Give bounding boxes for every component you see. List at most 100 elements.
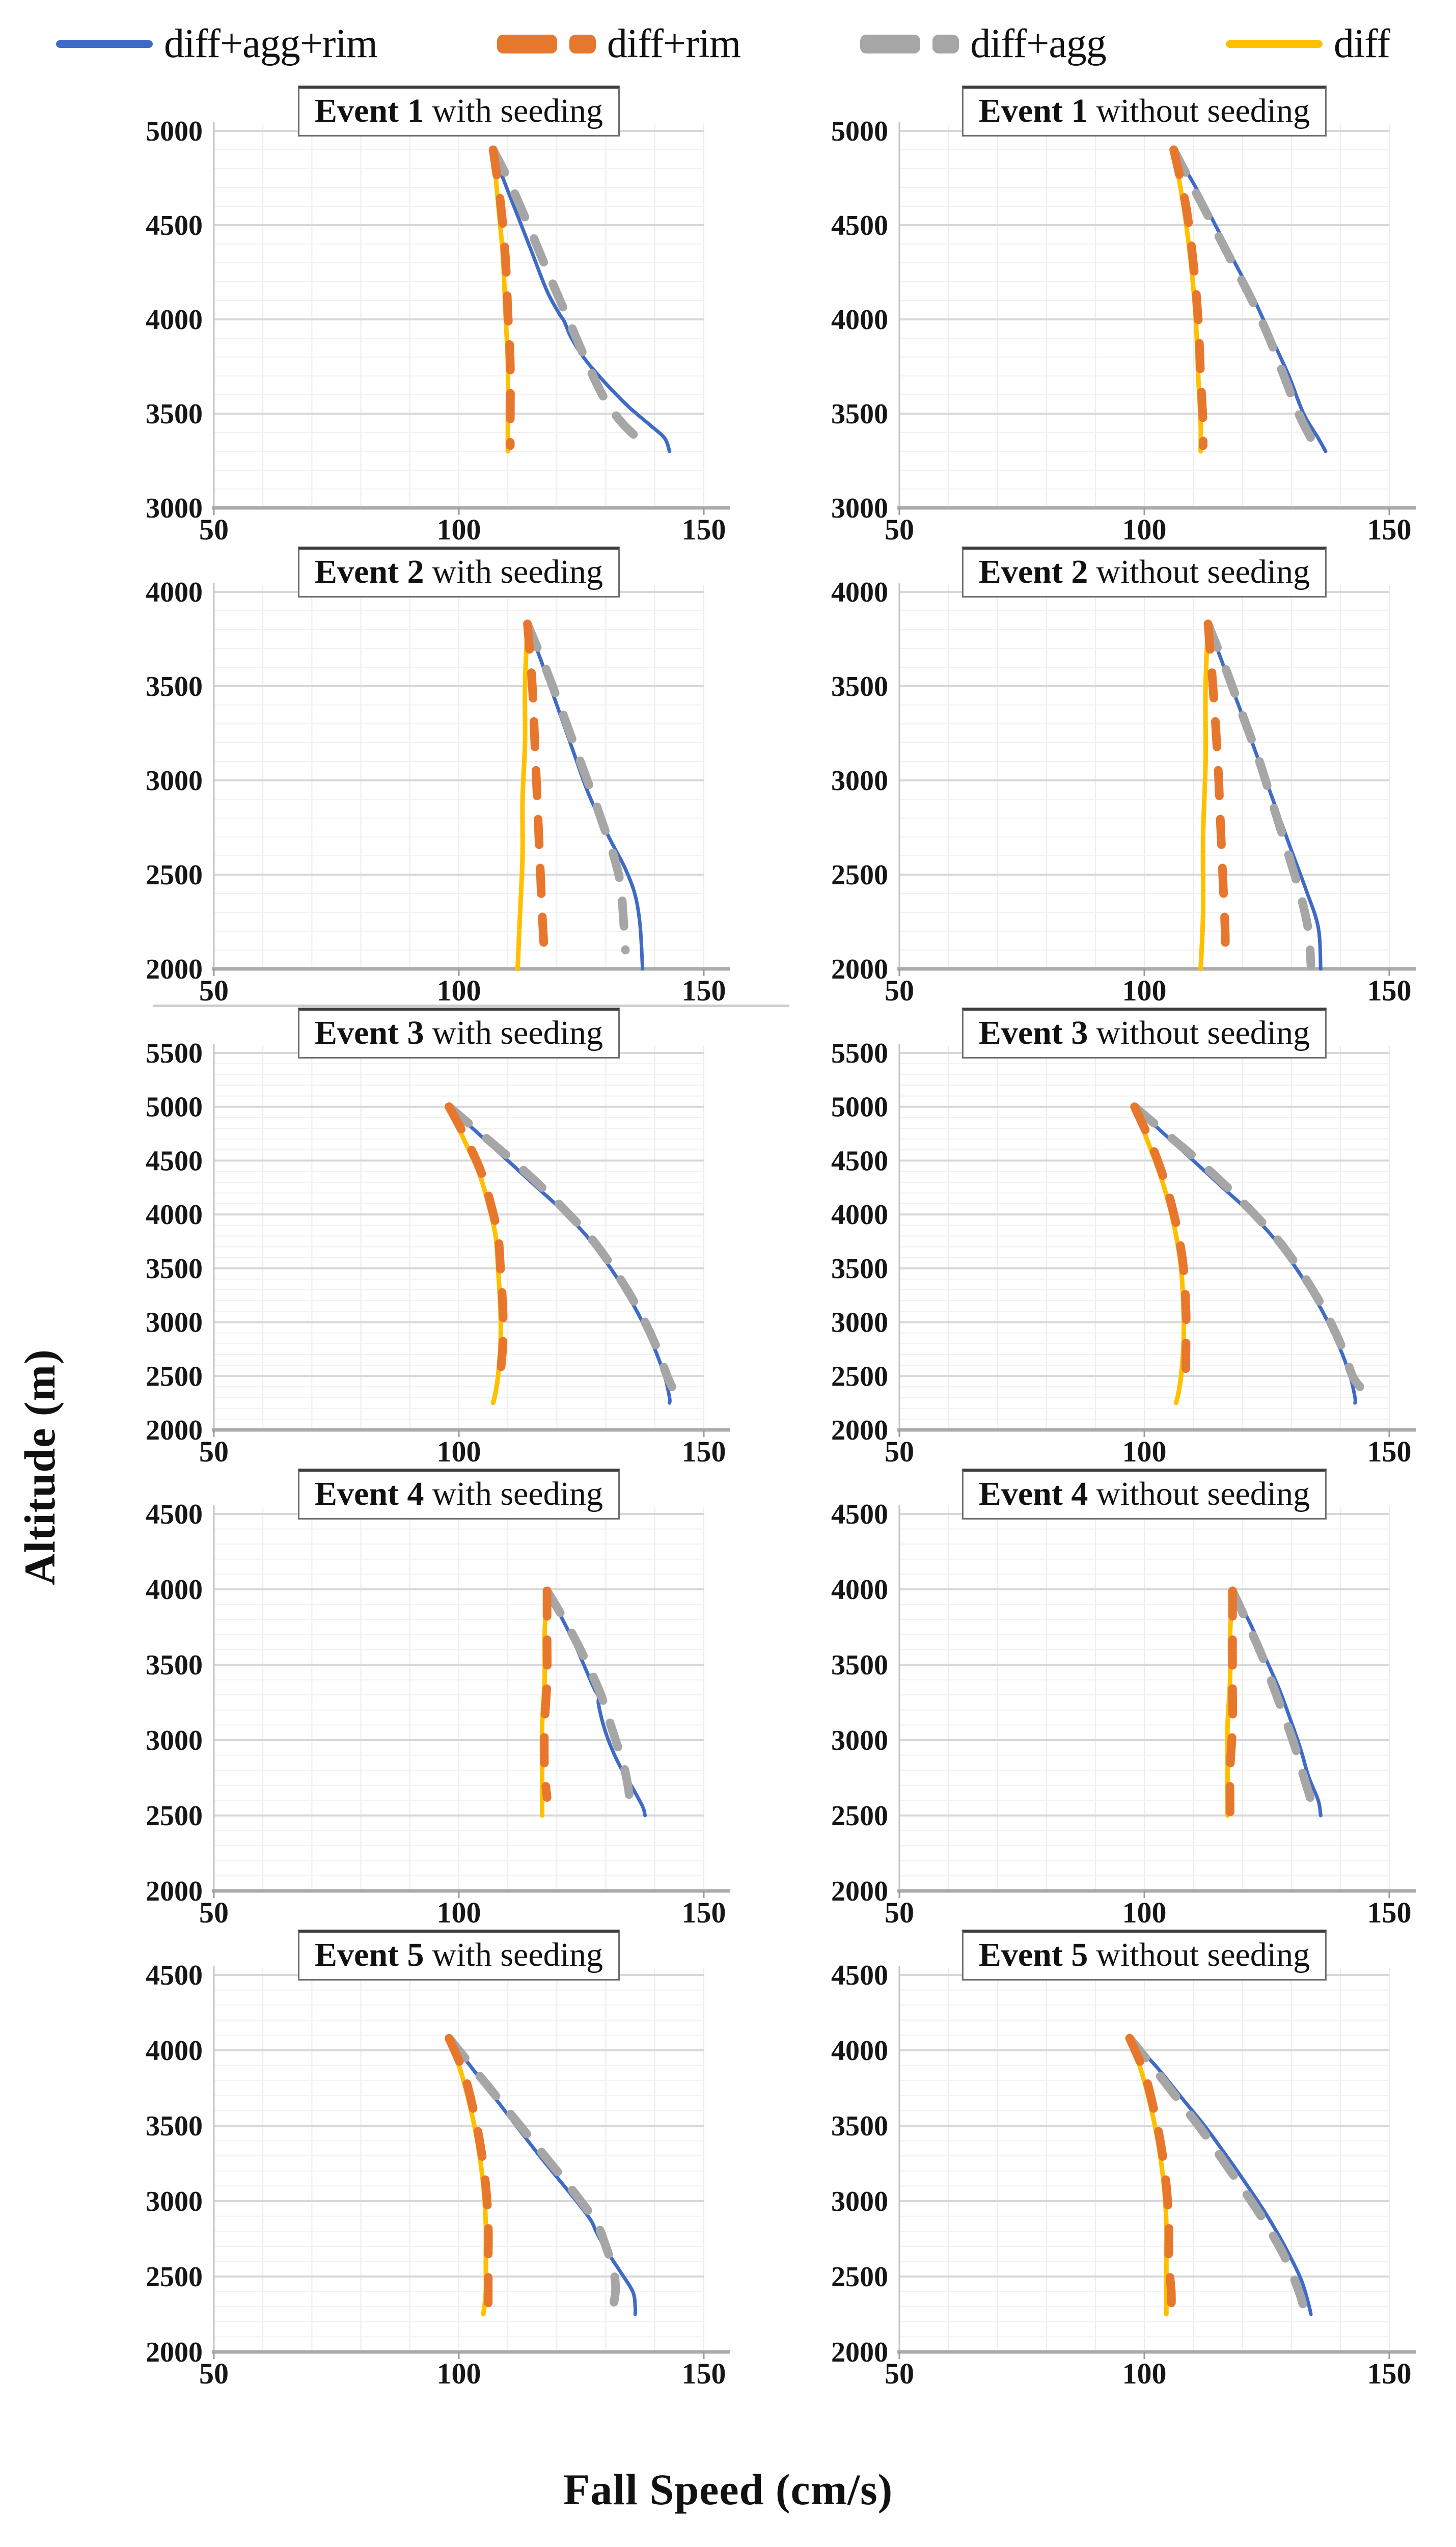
y-tick-label: 3500 (831, 671, 888, 702)
series-line-diff-agg (1203, 619, 1315, 970)
legend: diff+agg+rim diff+rim diff+agg diff (0, 0, 1456, 77)
y-tick-label: 2500 (146, 2261, 203, 2293)
series-line-diff-agg-rim (1230, 1589, 1323, 1818)
series-line-diff-agg (445, 2034, 620, 2311)
divider-line (153, 1005, 789, 1007)
legend-label: diff (1333, 21, 1390, 66)
x-tick-label: 100 (1122, 1896, 1167, 1927)
y-tick-label: 3000 (146, 2186, 203, 2217)
x-tick-label: 150 (1367, 2357, 1412, 2388)
chart-title-condition: without seeding (1096, 1014, 1310, 1051)
series-line-diff-rim (1125, 2034, 1176, 2314)
y-tick-label: 4000 (146, 304, 203, 336)
dash-swatch-icon (497, 34, 596, 53)
y-tick-label: 3000 (831, 2186, 888, 2217)
legend-item-diff: diff (1225, 21, 1390, 66)
x-tick-label: 150 (682, 1896, 726, 1927)
x-tick-label: 50 (199, 1435, 229, 1466)
chart-canvas: 3000 3500 4000 4500 5000 50 100 150 (831, 116, 1416, 544)
series-line-diff-rim (488, 145, 515, 450)
chart-title: Event 5 without seeding (961, 1930, 1327, 1981)
charts-grid: Event 1 with seeding 3000 3500 4000 4500 5000… (87, 83, 1456, 2388)
y-tick-label: 4000 (146, 1574, 203, 1606)
chart-title: Event 4 without seeding (961, 1469, 1327, 1520)
series-line-diff-rim (445, 2034, 493, 2314)
x-tick-label: 50 (199, 1896, 229, 1927)
x-tick-label: 100 (1122, 974, 1167, 1005)
chart-title: Event 1 with seeding (298, 86, 620, 137)
chart-title-event: Event 2 (315, 553, 424, 590)
dash-segment (932, 34, 959, 53)
y-tick-label: 4500 (146, 1499, 203, 1530)
chart-event-3-without-seeding: Event 3 without seeding 2000 2500 3000 3500 4… (772, 1005, 1434, 1466)
chart-title: Event 5 with seeding (298, 1930, 620, 1981)
x-tick-label: 100 (437, 1435, 481, 1466)
y-tick-label: 3500 (831, 1253, 888, 1285)
y-tick-label: 4000 (146, 1199, 203, 1231)
series-line-diff-agg (488, 145, 650, 448)
x-tick-label: 50 (885, 974, 914, 1005)
y-tick-label: 3000 (146, 765, 203, 797)
chart-title: Event 3 without seeding (961, 1008, 1327, 1059)
series-line-diff-rim (1203, 619, 1230, 958)
x-tick-label: 50 (199, 2357, 229, 2388)
x-tick-label: 150 (1367, 513, 1412, 544)
series-line-diff-rim (1169, 145, 1208, 450)
x-tick-label: 150 (682, 974, 726, 1005)
y-tick-label: 3000 (831, 765, 888, 797)
x-tick-label: 50 (199, 974, 229, 1005)
dash-swatch-icon (860, 34, 959, 53)
series-line-diff-agg (1228, 1586, 1318, 1820)
x-tick-label: 100 (437, 2357, 481, 2388)
chart-canvas: 2000 2500 3000 3500 4000 4500 50 100 150 (146, 1499, 730, 1927)
y-tick-label: 3000 (146, 493, 203, 524)
legend-item-diff-rim: diff+rim (497, 23, 741, 64)
chart-canvas: 2000 2500 3000 3500 4000 50 100 150 (831, 577, 1416, 1005)
y-tick-label: 3000 (831, 1725, 888, 1756)
y-tick-label: 4500 (831, 1499, 888, 1530)
y-tick-label: 5500 (146, 1038, 203, 1069)
series-line-diff-agg (523, 619, 630, 955)
x-tick-label: 50 (885, 1435, 914, 1466)
y-tick-label: 4500 (831, 210, 888, 241)
y-tick-label: 2000 (831, 1876, 888, 1907)
series-line-diff-rim (523, 619, 549, 962)
chart-title-condition: with seeding (432, 1014, 603, 1051)
line-segment (56, 40, 153, 48)
y-tick-label: 4500 (831, 1145, 888, 1177)
chart-event-2-with-seeding: Event 2 with seeding 2000 2500 3000 3500 4000… (87, 544, 749, 1005)
series-line-diff-agg (445, 1102, 676, 1391)
y-tick-label: 5500 (831, 1038, 888, 1069)
y-tick-label: 2000 (146, 1876, 203, 1907)
chart-canvas: 2000 2500 3000 3500 4000 4500 5000 5500 50 100 150 (146, 1038, 730, 1466)
y-tick-label: 2000 (831, 1415, 888, 1446)
y-tick-label: 3500 (831, 1649, 888, 1681)
series-line-diff-agg (1130, 1102, 1364, 1391)
legend-label: diff+agg (970, 21, 1107, 66)
y-tick-label: 4000 (831, 577, 888, 608)
series-line-diff-agg (1169, 145, 1323, 456)
series-line-diff (1132, 1104, 1187, 1405)
chart-canvas: 2000 2500 3000 3500 4000 4500 5000 5500 50 100 150 (831, 1038, 1416, 1466)
chart-title-condition: without seeding (1096, 1936, 1310, 1973)
y-tick-label: 4000 (831, 1574, 888, 1606)
chart-title: Event 2 without seeding (961, 547, 1327, 598)
x-tick-label: 50 (199, 513, 229, 544)
x-tick-label: 150 (1367, 974, 1412, 1005)
chart-title-event: Event 5 (315, 1936, 424, 1973)
y-tick-label: 4000 (831, 2035, 888, 2067)
chart-title-condition: without seeding (1096, 553, 1310, 590)
y-tick-label: 3500 (146, 671, 203, 702)
series-line-diff-agg (542, 1586, 635, 1820)
series-line-diff-rim (1130, 1102, 1193, 1391)
y-tick-label: 2000 (831, 2337, 888, 2368)
y-tick-label: 4000 (831, 304, 888, 336)
series-line-diff (539, 1588, 550, 1818)
y-tick-label: 2500 (146, 1800, 203, 1832)
y-tick-label: 4000 (146, 577, 203, 608)
y-tick-label: 5000 (146, 116, 203, 147)
y-tick-label: 3500 (831, 2110, 888, 2142)
chart-title-condition: with seeding (432, 92, 603, 129)
x-tick-label: 100 (1122, 513, 1167, 544)
series-line-diff-rim (1225, 1586, 1238, 1817)
